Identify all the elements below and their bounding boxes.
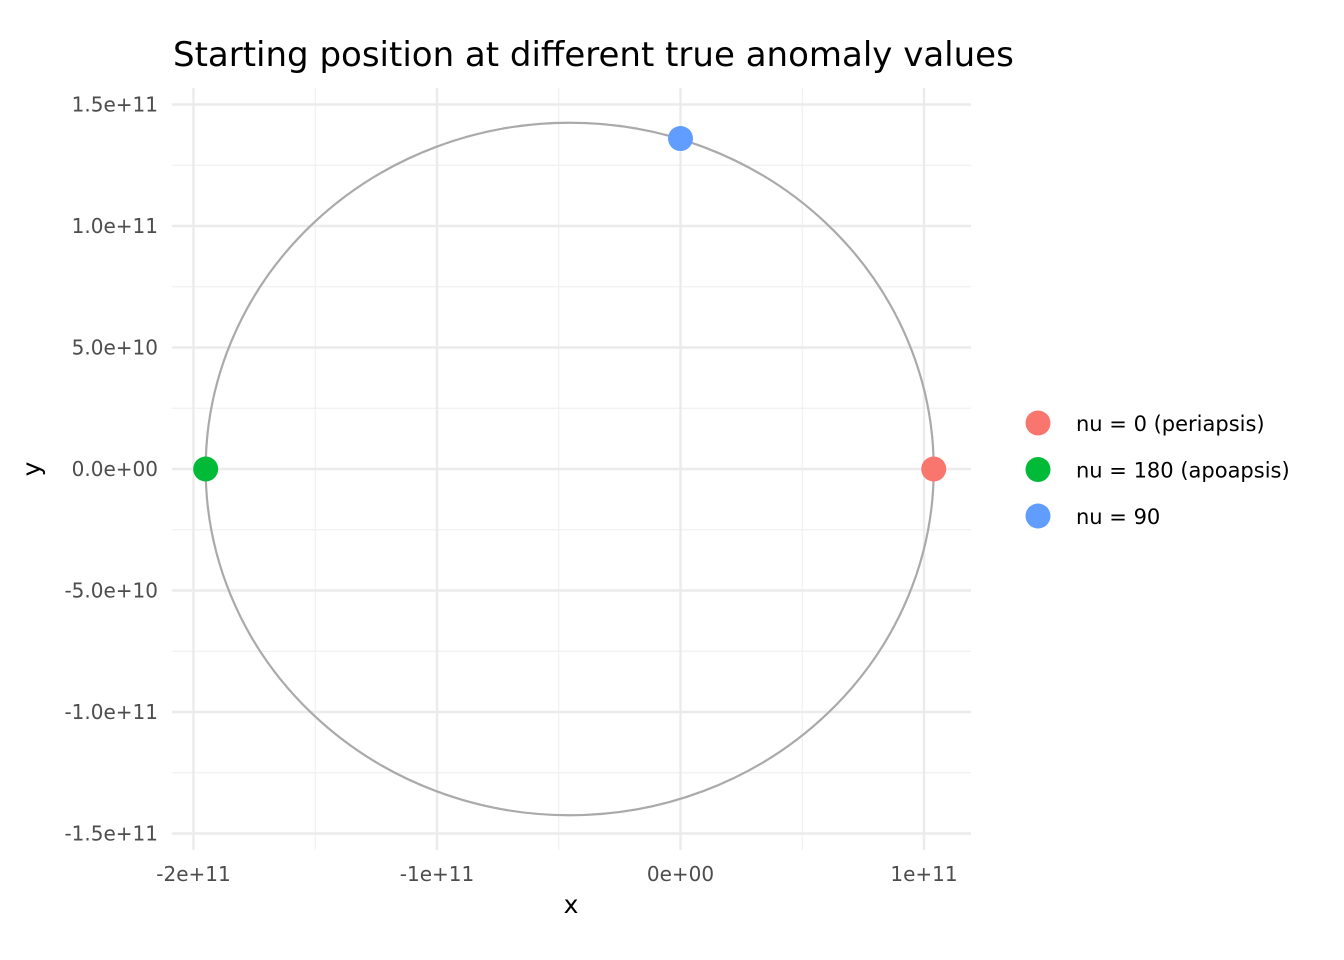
x-tick-label: 1e+11	[890, 862, 957, 886]
legend-key-1	[1025, 457, 1051, 482]
legend-label-0: nu = 0 (periapsis)	[1076, 412, 1265, 436]
y-tick-label: 5.0e+10	[72, 336, 158, 360]
y-tick-label: 0.0e+00	[72, 457, 158, 481]
legend-key-0	[1025, 410, 1051, 436]
y-tick-label: 1.0e+11	[72, 214, 158, 238]
y-tick-label: -1.0e+11	[64, 700, 158, 724]
x-ticks: -2e+11 -1e+11 0e+00 1e+11	[156, 862, 957, 886]
y-tick-label: -5.0e+10	[64, 579, 158, 603]
chart-title: Starting position at different true anom…	[173, 35, 1014, 75]
y-tick-label: -1.5e+11	[64, 822, 158, 846]
legend-key-2	[1025, 503, 1051, 529]
y-tick-label: 1.5e+11	[72, 93, 158, 117]
legend-label-2: nu = 90	[1076, 505, 1160, 529]
point-series-2	[668, 126, 693, 152]
point-series-0	[921, 456, 947, 482]
y-ticks: -1.5e+11 -1.0e+11 -5.0e+10 0.0e+00 5.0e+10 1.…	[64, 93, 158, 846]
x-tick-label: -1e+11	[400, 862, 474, 886]
x-axis-title: x	[564, 890, 579, 919]
x-tick-label: -2e+11	[156, 862, 230, 886]
point-series-1	[193, 456, 219, 482]
grid-major	[172, 88, 971, 850]
points-layer	[193, 126, 947, 482]
legend-label-1: nu = 180 (apoapsis)	[1076, 459, 1290, 483]
legend: nu = 0 (periapsis) nu = 180 (apoapsis) nu …	[1025, 410, 1290, 529]
grid-minor	[172, 88, 971, 850]
y-axis-title: y	[17, 461, 46, 476]
x-tick-label: 0e+00	[647, 862, 714, 886]
